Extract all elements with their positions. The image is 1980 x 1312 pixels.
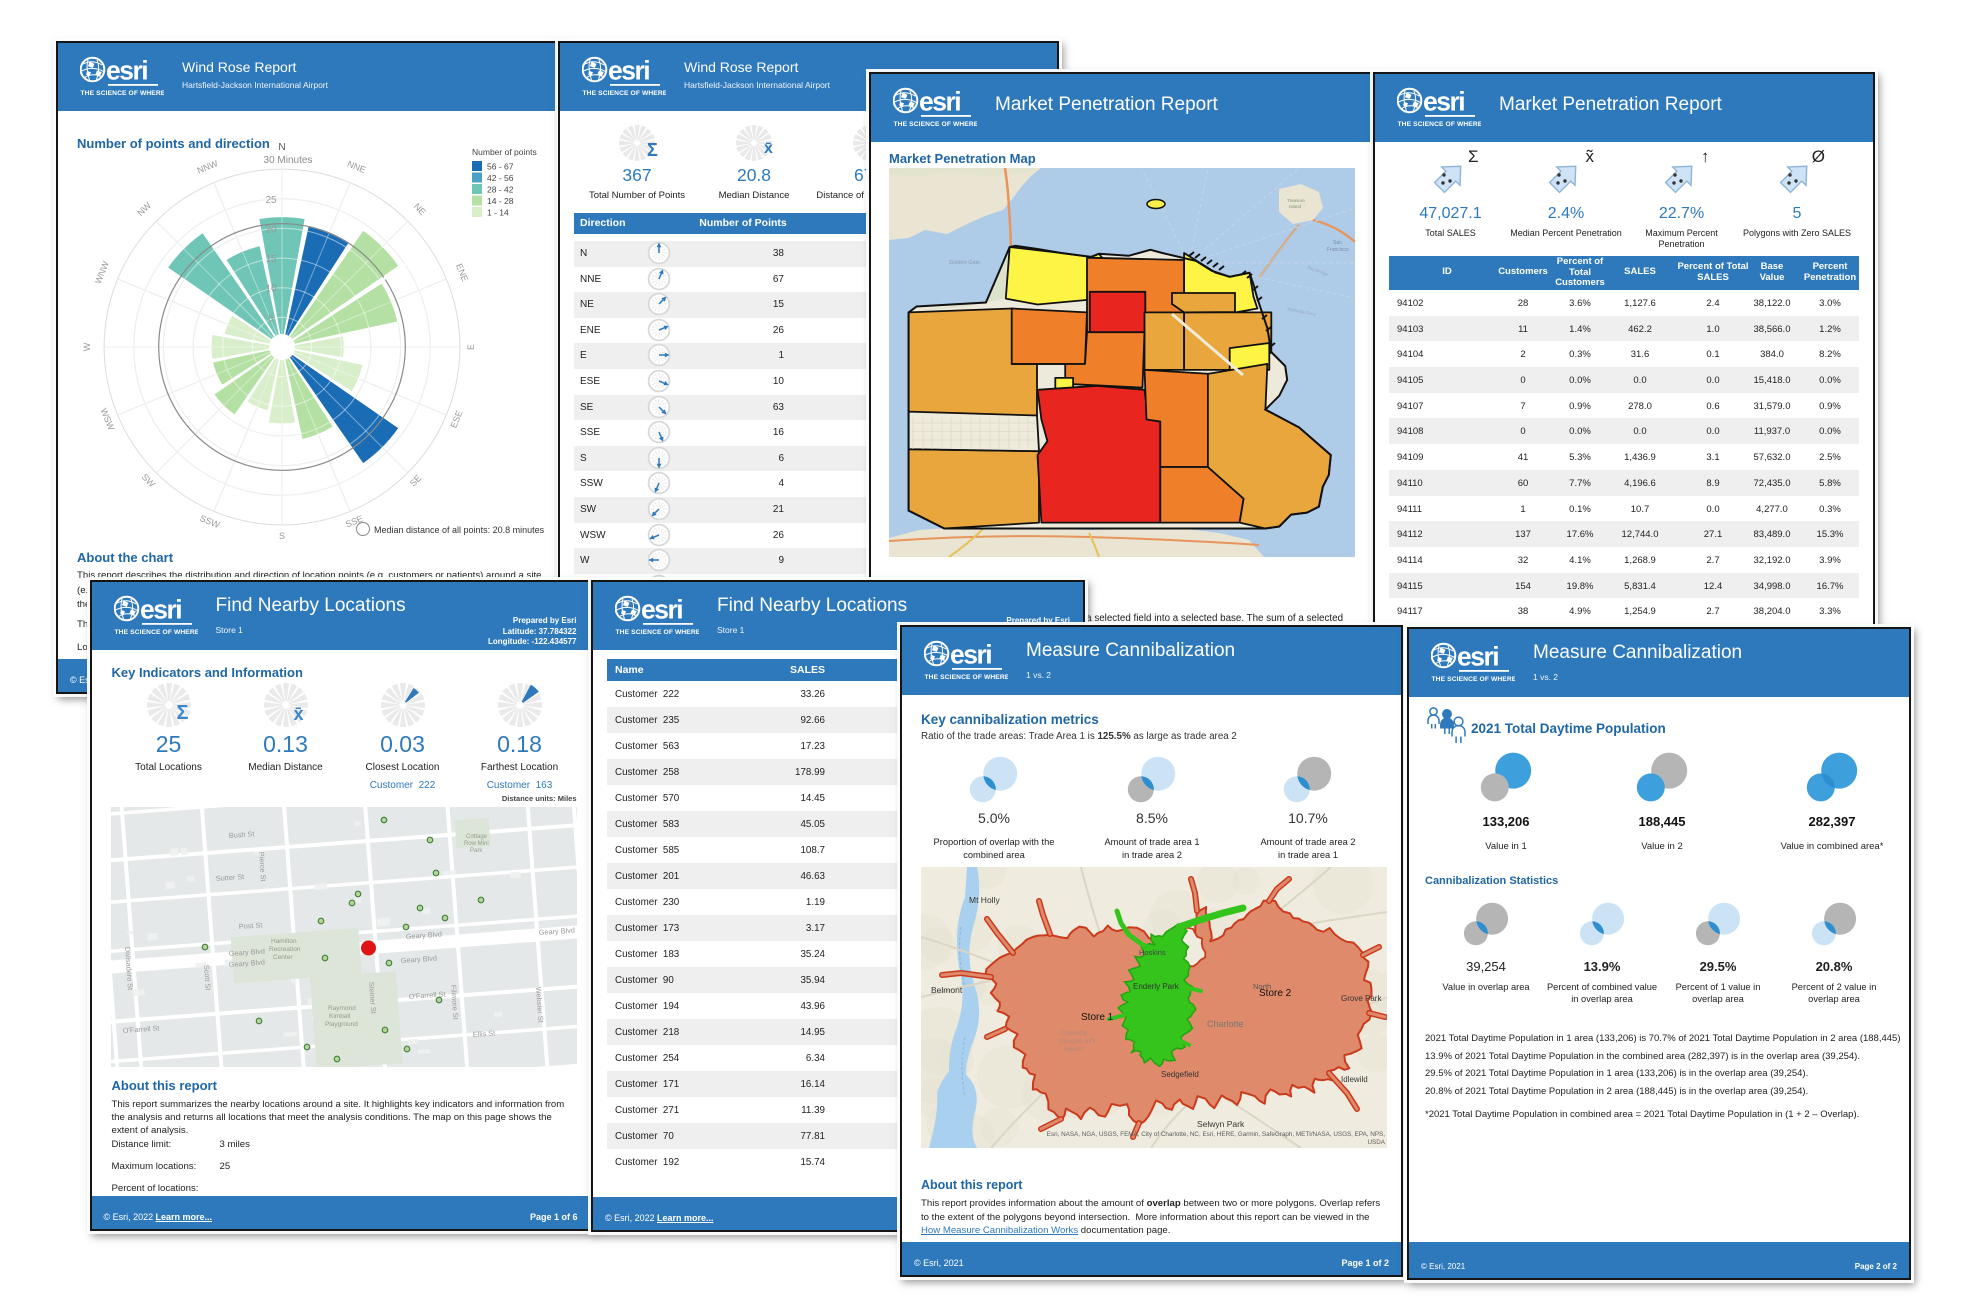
- svg-text:5: 5: [268, 313, 274, 324]
- svg-text:10: 10: [265, 284, 277, 295]
- svg-text:Raymond: Raymond: [328, 1005, 356, 1012]
- svg-text:Treasure: Treasure: [1287, 198, 1305, 203]
- svg-text:Hamilton: Hamilton: [271, 938, 297, 945]
- svg-text:Fillmore St: Fillmore St: [449, 985, 460, 1020]
- svg-text:28 - 42: 28 - 42: [487, 185, 514, 195]
- svg-text:San: San: [1333, 240, 1342, 246]
- svg-text:Geary Blvd: Geary Blvd: [229, 946, 266, 957]
- svg-text:Francisco: Francisco: [1327, 247, 1349, 253]
- svg-text:Divisadero St: Divisadero St: [123, 947, 135, 991]
- svg-text:Geary Blvd: Geary Blvd: [539, 925, 576, 936]
- svg-text:Grove Park: Grove Park: [1341, 994, 1382, 1003]
- svg-text:Geary Blvd: Geary Blvd: [406, 929, 443, 940]
- svg-text:20: 20: [265, 224, 277, 235]
- svg-text:NE: NE: [412, 201, 428, 217]
- svg-text:SW: SW: [140, 472, 158, 490]
- svg-text:Alameda Ferry: Alameda Ferry: [1287, 306, 1318, 317]
- svg-text:30 Minutes: 30 Minutes: [264, 155, 313, 166]
- svg-text:Store 1: Store 1: [1081, 1012, 1114, 1023]
- svg-text:W: W: [82, 342, 92, 351]
- svg-text:North: North: [1253, 982, 1271, 991]
- svg-text:E: E: [466, 344, 476, 350]
- svg-text:Cottage: Cottage: [466, 834, 488, 840]
- svg-text:25: 25: [265, 195, 277, 206]
- svg-text:USDA: USDA: [1368, 1139, 1386, 1146]
- svg-text:Kimball: Kimball: [329, 1013, 351, 1020]
- svg-text:Recreation: Recreation: [269, 946, 301, 953]
- svg-text:NW: NW: [135, 200, 153, 218]
- svg-text:Charlotte: Charlotte: [1061, 1030, 1088, 1037]
- svg-text:Golden Gate: Golden Gate: [949, 260, 980, 266]
- svg-text:Idlewild: Idlewild: [1341, 1075, 1368, 1084]
- svg-text:Pierce St: Pierce St: [257, 852, 268, 882]
- svg-text:Park: Park: [470, 848, 483, 854]
- svg-text:S: S: [279, 531, 285, 541]
- svg-text:SSW: SSW: [198, 513, 221, 530]
- svg-text:Belmont: Belmont: [931, 985, 963, 995]
- svg-text:O'Farrell St: O'Farrell St: [409, 989, 446, 1001]
- svg-text:ESE: ESE: [449, 409, 465, 429]
- svg-text:Airport: Airport: [1063, 1046, 1082, 1053]
- svg-text:NNW: NNW: [196, 158, 220, 176]
- svg-text:Geary Blvd: Geary Blvd: [401, 953, 438, 964]
- svg-text:Center: Center: [273, 954, 293, 961]
- svg-text:ENE: ENE: [454, 262, 470, 283]
- svg-text:Sutter St: Sutter St: [216, 872, 245, 883]
- svg-text:Playground: Playground: [325, 1021, 358, 1028]
- svg-text:Scott St: Scott St: [202, 965, 213, 991]
- svg-text:O'Farrell St: O'Farrell St: [123, 1023, 160, 1035]
- svg-text:1 - 14: 1 - 14: [487, 208, 509, 218]
- svg-text:Ellis St: Ellis St: [473, 1028, 496, 1039]
- svg-text:Steiner St: Steiner St: [367, 982, 378, 1015]
- svg-text:Webster St: Webster St: [534, 987, 545, 1024]
- svg-text:Enderly Park: Enderly Park: [1133, 982, 1180, 991]
- svg-text:42 - 56: 42 - 56: [487, 173, 514, 183]
- svg-text:Island: Island: [1289, 204, 1302, 209]
- svg-text:56 - 67: 56 - 67: [487, 162, 514, 172]
- svg-text:Mt Holly: Mt Holly: [969, 895, 1000, 905]
- svg-text:Hoskins: Hoskins: [1139, 948, 1166, 957]
- svg-text:NNE: NNE: [346, 159, 367, 175]
- svg-text:Selwyn Park: Selwyn Park: [1197, 1119, 1245, 1129]
- svg-text:15: 15: [265, 254, 277, 265]
- svg-text:WSW: WSW: [99, 407, 117, 433]
- svg-text:Number of points: Number of points: [472, 147, 537, 157]
- svg-text:Post St: Post St: [239, 920, 263, 931]
- svg-text:Geary Blvd: Geary Blvd: [229, 957, 266, 968]
- svg-text:Charlotte: Charlotte: [1207, 1019, 1244, 1029]
- svg-text:Bush St: Bush St: [229, 829, 255, 840]
- svg-text:SE: SE: [408, 473, 424, 489]
- svg-text:WNW: WNW: [93, 259, 111, 285]
- svg-text:14 - 28: 14 - 28: [487, 196, 514, 206]
- svg-text:N: N: [278, 142, 285, 153]
- svg-text:Row Mini: Row Mini: [464, 841, 489, 847]
- svg-text:Esri, NASA, NGA, USGS, FEMA, C: Esri, NASA, NGA, USGS, FEMA, City of Cha…: [1047, 1131, 1385, 1138]
- svg-text:Douglas Int'l: Douglas Int'l: [1059, 1038, 1095, 1045]
- svg-text:Sedgefield: Sedgefield: [1161, 1070, 1199, 1079]
- svg-text:Store 2: Store 2: [1259, 988, 1292, 999]
